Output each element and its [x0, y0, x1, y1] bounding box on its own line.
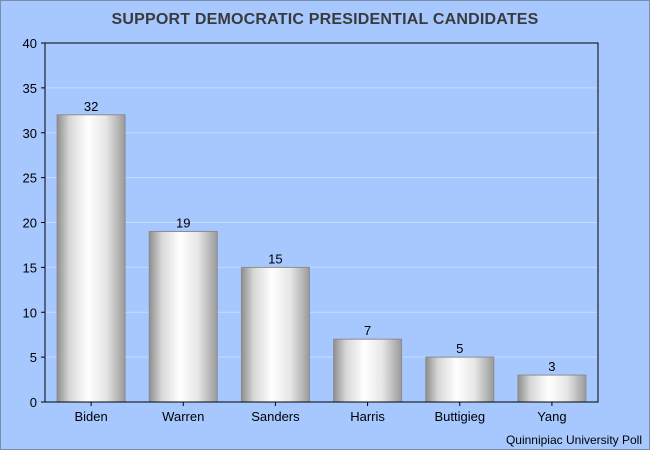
category-label: Warren — [162, 409, 204, 424]
data-label: 19 — [176, 215, 190, 230]
category-label: Harris — [350, 409, 385, 424]
data-label: 32 — [84, 99, 98, 114]
bar — [240, 266, 310, 403]
source-note: Quinnipiac University Poll — [506, 433, 642, 447]
bar — [56, 114, 126, 403]
y-tick-label: 40 — [23, 36, 37, 51]
plot-area: 051015202530354032Biden19Warren15Sanders… — [23, 36, 599, 424]
data-label: 3 — [548, 359, 555, 374]
category-label: Biden — [74, 409, 107, 424]
category-label: Sanders — [251, 409, 300, 424]
data-label: 5 — [456, 341, 463, 356]
y-tick-label: 0 — [30, 395, 37, 410]
y-tick-label: 35 — [23, 81, 37, 96]
data-label: 7 — [364, 323, 371, 338]
bar — [425, 356, 495, 403]
y-tick-label: 25 — [23, 171, 37, 186]
y-tick-label: 10 — [23, 305, 37, 320]
category-label: Buttigieg — [434, 409, 485, 424]
category-label: Yang — [537, 409, 566, 424]
bar — [333, 338, 403, 403]
plot-border — [44, 42, 599, 403]
y-tick-label: 15 — [23, 260, 37, 275]
chart-title: SUPPORT DEMOCRATIC PRESIDENTIAL CANDIDAT… — [111, 11, 538, 28]
y-tick-label: 20 — [23, 216, 37, 231]
bar — [148, 230, 218, 403]
data-label: 15 — [268, 251, 282, 266]
y-tick-label: 30 — [23, 126, 37, 141]
bar — [517, 374, 587, 403]
y-tick-label: 5 — [30, 350, 37, 365]
